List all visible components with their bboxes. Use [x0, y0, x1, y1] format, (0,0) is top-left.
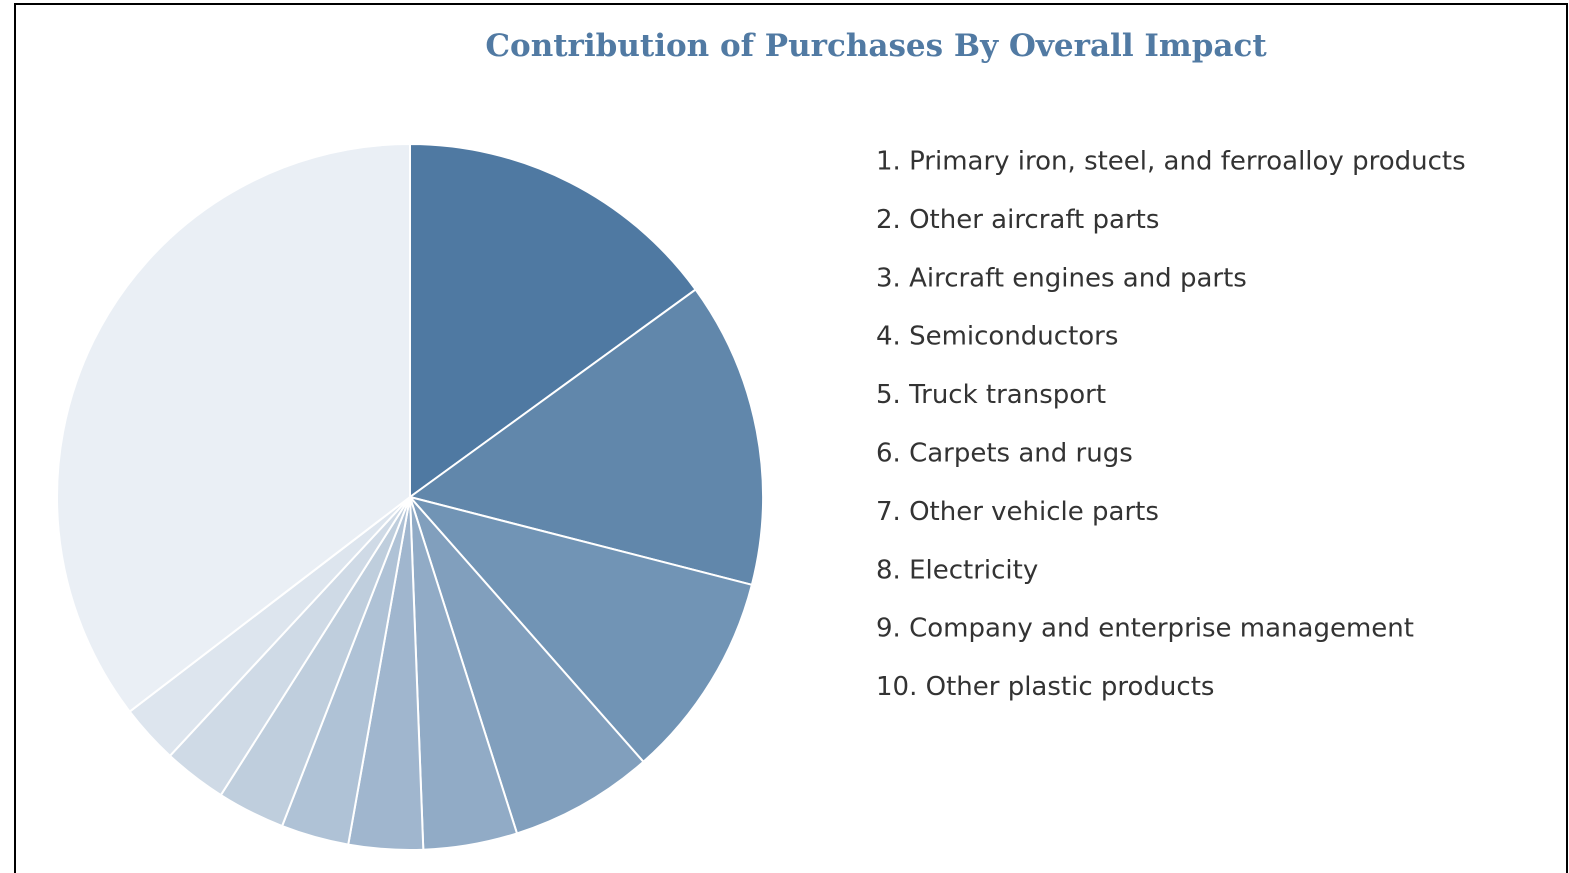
legend-label: 1. Primary iron, steel, and ferroalloy p… [876, 147, 1466, 177]
legend-label: 5. Truck transport [876, 380, 1106, 410]
legend-label: 9. Company and enterprise management [876, 614, 1414, 644]
legend-label: 4. Semiconductors [876, 322, 1118, 352]
legend-label: 10. Other plastic products [876, 672, 1214, 702]
legend-label: 8. Electricity [876, 555, 1038, 585]
legend-label: 3. Aircraft engines and parts [876, 263, 1247, 293]
pie-slice [407, 495, 754, 764]
legend-label: 7. Other vehicle parts [876, 497, 1159, 527]
legend-label: 2. Other aircraft parts [876, 205, 1159, 235]
pie-slice [409, 496, 645, 835]
pie-slice [56, 142, 411, 714]
chart-title: Contribution of Purchases By Overall Imp… [485, 28, 1267, 64]
pie-slice [407, 288, 764, 587]
legend-label: 6. Carpets and rugs [876, 439, 1133, 469]
pie-slice [409, 142, 697, 499]
